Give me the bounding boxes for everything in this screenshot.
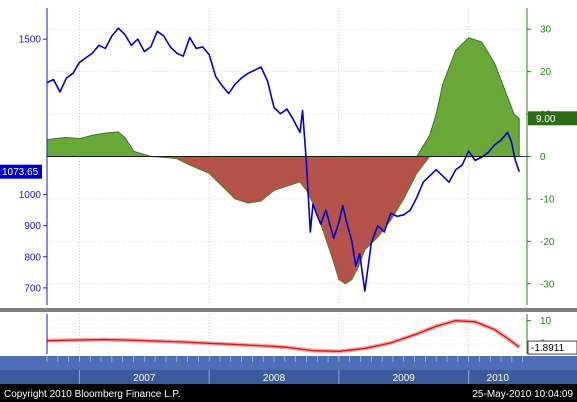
left-tick-label: 800 <box>24 252 41 263</box>
x-tick-label: 2009 <box>393 373 416 384</box>
left-last-value-label: 1073.65 <box>2 167 39 178</box>
left-axis-ticks: 1500 1000 900 800 700 <box>19 35 47 294</box>
right-tick-label: 0 <box>540 152 546 163</box>
lower-grid <box>47 314 527 354</box>
right-tick-label: 30 <box>540 25 552 36</box>
lower-line-path <box>46 320 520 352</box>
right-tick-label: -30 <box>540 279 555 290</box>
x-tick-label: 2010 <box>487 373 510 384</box>
lower-last-value-tag: -1.8911 <box>527 340 577 355</box>
x-tick-label: 2007 <box>133 373 156 384</box>
right-tick-label: 20 <box>540 67 552 78</box>
left-tick-label: 700 <box>24 283 41 294</box>
blue-line-path <box>46 27 520 292</box>
right-last-value-tag: 9.00 <box>528 111 577 126</box>
x-axis-ticks: 2007 2008 2009 2010 <box>46 356 524 384</box>
panel-separator <box>0 308 577 312</box>
left-tick-label: 1000 <box>19 190 42 201</box>
left-tick-label: 1500 <box>19 35 42 46</box>
lower-line-series <box>46 318 521 354</box>
lower-tick-label: 10 <box>540 316 552 327</box>
right-tick-label: -10 <box>540 194 555 205</box>
blue-line-series <box>46 27 520 292</box>
left-last-value-tag: 1073.65 <box>0 164 42 179</box>
timestamp-text: 25-May-2010 10:04:09 <box>472 389 573 400</box>
copyright-text: Copyright 2010 Bloomberg Finance L.P. <box>4 389 181 400</box>
lower-last-value-label: -1.8911 <box>531 343 565 354</box>
right-tick-label: -20 <box>540 237 555 248</box>
right-last-value-label: 9.00 <box>536 114 556 125</box>
footer-bar <box>0 384 577 402</box>
x-tick-label: 2008 <box>263 373 286 384</box>
left-tick-label: 900 <box>24 221 41 232</box>
